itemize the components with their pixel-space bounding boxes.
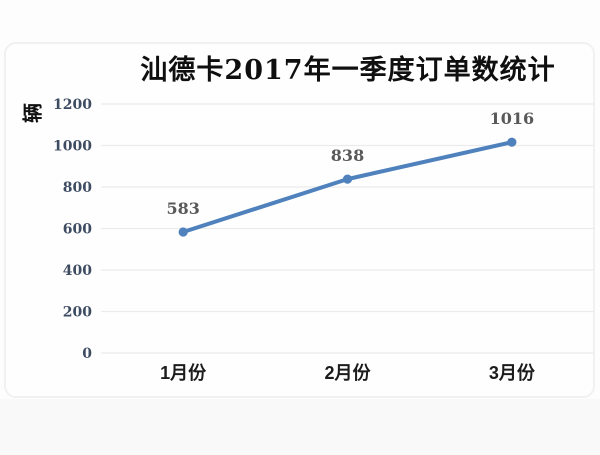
- y-tick-label: 1200: [53, 97, 92, 113]
- data-point-marker: [342, 174, 353, 184]
- data-point-marker: [178, 227, 188, 237]
- chart-frame: [4, 42, 595, 398]
- x-category-label: 3月份: [489, 362, 536, 383]
- data-point-label: 1016: [490, 109, 535, 128]
- data-point-marker: [507, 137, 517, 147]
- x-category-label: 1月份: [160, 362, 207, 383]
- chart-title: 汕德卡2017年一季度订单数统计: [140, 55, 556, 86]
- data-point-label: 838: [331, 146, 364, 165]
- y-tick-label: 1000: [53, 139, 92, 155]
- data-point-label: 583: [166, 199, 199, 218]
- y-tick-label: 800: [63, 180, 92, 196]
- y-tick-label: 200: [63, 305, 92, 321]
- page-background-strip: [0, 399, 600, 455]
- y-tick-label: 400: [63, 263, 92, 279]
- y-tick-label: 600: [63, 222, 92, 238]
- y-tick-label: 0: [82, 346, 92, 362]
- x-category-label: 2月份: [324, 362, 371, 383]
